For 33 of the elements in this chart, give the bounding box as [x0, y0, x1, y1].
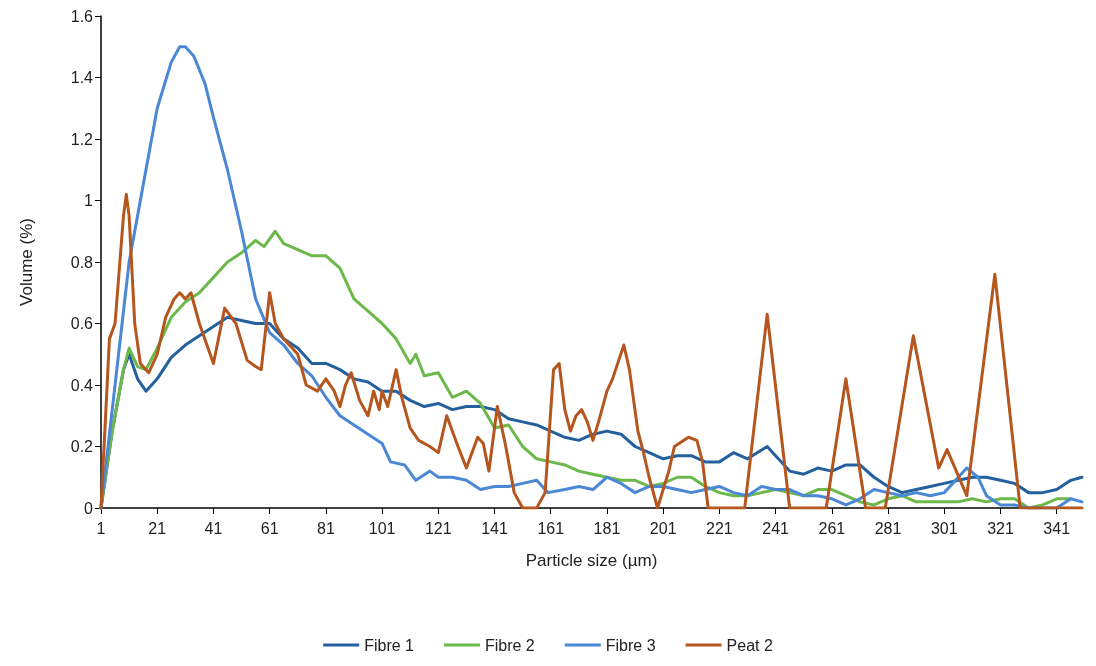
x-tick-label: 121: [424, 519, 452, 537]
y-tick-label: 0.4: [70, 376, 94, 394]
legend-label: Fibre 3: [605, 636, 656, 654]
y-tick-label: 0.6: [70, 315, 94, 332]
x-tick-label: 161: [537, 519, 565, 537]
x-tick-label: 241: [762, 519, 790, 537]
x-tick-label: 181: [593, 519, 621, 537]
x-tick-label: 141: [481, 519, 508, 537]
x-tick-label: 341: [1043, 519, 1071, 537]
y-tick-label: 1.6: [70, 7, 94, 25]
x-tick-label: 61: [260, 519, 279, 537]
y-tick-label: 1.2: [70, 130, 94, 148]
legend-label: Fibre 2: [484, 636, 535, 654]
x-tick-label: 321: [987, 519, 1014, 537]
y-tick-label: 0: [84, 499, 94, 517]
x-tick-label: 101: [368, 519, 396, 537]
x-tick-label: 201: [649, 519, 677, 537]
x-tick-label: 1: [96, 519, 106, 537]
x-axis-title: Particle size (µm): [525, 551, 658, 570]
x-tick-label: 261: [818, 519, 846, 537]
y-tick-label: 1.4: [70, 69, 94, 86]
legend-label: Peat 2: [726, 636, 773, 654]
x-tick-label: 301: [930, 519, 958, 537]
y-tick-label: 1: [84, 192, 94, 209]
y-tick-label: 0.2: [70, 438, 94, 455]
x-tick-label: 221: [706, 519, 733, 537]
y-axis-title: Volume (%): [17, 218, 36, 306]
x-tick-label: 81: [316, 519, 335, 537]
x-tick-label: 281: [874, 519, 902, 537]
x-tick-label: 21: [148, 519, 167, 537]
legend-label: Fibre 1: [364, 636, 415, 654]
y-tick-label: 0.8: [70, 253, 94, 271]
x-tick-label: 41: [204, 519, 223, 537]
